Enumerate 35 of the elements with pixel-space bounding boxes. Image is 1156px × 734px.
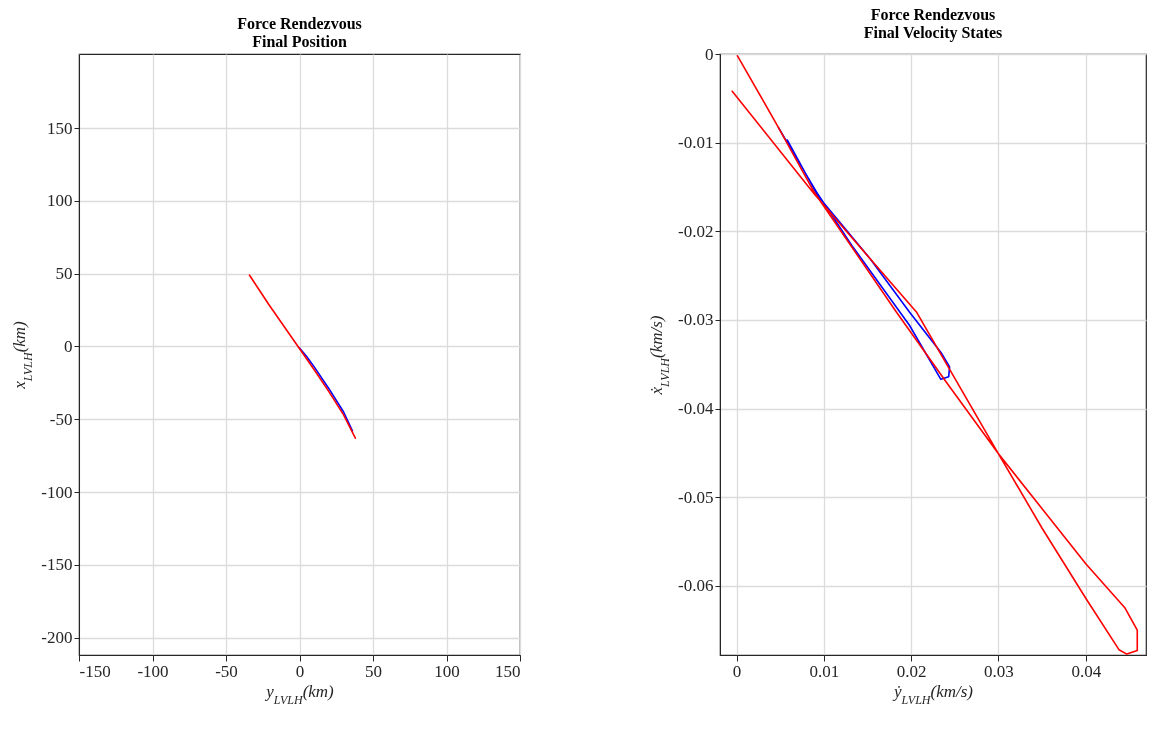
line-series — [731, 54, 1139, 655]
x-tick-label: 100 — [434, 661, 460, 681]
y-tick-label: -100 — [41, 482, 73, 502]
x-tick-label: -150 — [79, 661, 111, 681]
x-tick-label: -100 — [137, 661, 169, 681]
y-tick-label: -0.02 — [678, 221, 714, 241]
y-tick-label: -0.05 — [678, 487, 714, 507]
x-tick-label: -50 — [215, 661, 238, 681]
x-tick-label: 0 — [732, 661, 742, 681]
y-tick-label: -0.04 — [678, 399, 714, 419]
chart-title: Force Rendezvous Final Position — [237, 15, 362, 50]
x-axis-title: ẏ$_{LVLH}$(km/s) — [892, 681, 974, 707]
x-tick-label: 0.01 — [809, 661, 840, 681]
y-tick-label: -200 — [41, 628, 73, 648]
y-tick-label: -0.01 — [678, 133, 714, 153]
x-tick-label: 0.04 — [1071, 661, 1102, 681]
y-tick-label: 150 — [47, 118, 73, 138]
chart-title: Force Rendezvous Final Velocity States — [863, 6, 1003, 42]
y-tick-label: -150 — [41, 555, 73, 575]
x-tick-label: 50 — [365, 661, 382, 681]
y-tick-label: 50 — [55, 264, 73, 284]
y-tick-label: 100 — [47, 191, 73, 211]
x-tick-label: 0 — [295, 661, 305, 681]
line-series — [248, 274, 357, 439]
y-tick-label: -0.03 — [678, 310, 714, 330]
x-tick-label: 0.03 — [984, 661, 1014, 681]
y-tick-label: -0.06 — [678, 576, 714, 596]
y-tick-label: -50 — [49, 409, 73, 429]
y-tick-label: 0 — [64, 337, 73, 356]
x-axis-title: y$_{LVLH}$(km) — [264, 681, 335, 707]
x-tick-label: 0.02 — [896, 661, 927, 681]
line-series — [777, 126, 951, 381]
x-tick-label: 150 — [495, 661, 521, 681]
y-tick-label: 0 — [705, 44, 714, 64]
line-series — [298, 347, 354, 432]
